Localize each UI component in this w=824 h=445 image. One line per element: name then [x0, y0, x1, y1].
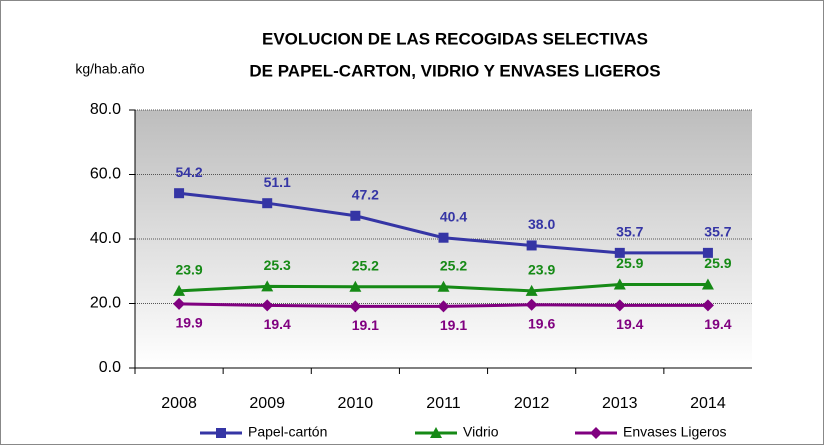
data-label: 23.9	[175, 262, 202, 278]
data-label: 19.1	[352, 317, 379, 333]
legend-label: Papel-cartón	[248, 424, 327, 440]
data-point	[350, 210, 361, 221]
data-label: 51.1	[264, 174, 291, 190]
x-tick-label: 2014	[690, 395, 726, 412]
data-label: 23.9	[528, 262, 555, 278]
y-axis-label: kg/hab.año	[75, 61, 144, 77]
data-label: 54.2	[175, 164, 202, 180]
data-point	[613, 299, 626, 312]
data-point	[525, 298, 538, 311]
data-label: 19.4	[616, 316, 643, 332]
legend-marker	[216, 428, 226, 438]
data-label: 47.2	[352, 186, 379, 202]
data-point	[349, 300, 362, 313]
data-label: 38.0	[528, 216, 555, 232]
data-label: 35.7	[704, 224, 731, 240]
data-label: 25.3	[264, 257, 291, 273]
x-tick-label: 2011	[426, 395, 461, 412]
data-label: 19.9	[175, 315, 202, 331]
data-point	[173, 284, 186, 296]
y-tick-label: 40.0	[90, 230, 121, 247]
x-tick-label: 2009	[249, 395, 285, 412]
data-label: 19.1	[440, 317, 467, 333]
data-point	[173, 297, 186, 310]
data-label: 25.2	[352, 257, 379, 273]
legend-label: Envases Ligeros	[623, 424, 727, 440]
data-point	[613, 278, 626, 290]
legend-label: Vidrio	[463, 424, 499, 440]
data-point	[262, 198, 273, 209]
data-point	[174, 188, 185, 199]
y-tick-label: 60.0	[90, 166, 121, 183]
data-point	[526, 240, 537, 251]
data-point	[614, 247, 625, 258]
x-tick-label: 2010	[338, 395, 374, 412]
data-point	[261, 299, 274, 312]
data-label: 40.4	[440, 208, 467, 224]
data-point	[437, 280, 450, 292]
y-tick-label: 20.0	[90, 295, 121, 312]
chart-title: EVOLUCION DE LAS RECOGIDAS SELECTIVAS	[262, 29, 648, 48]
legend-marker	[430, 427, 442, 438]
y-tick-label: 80.0	[90, 101, 121, 118]
legend-marker	[590, 427, 602, 439]
data-label: 25.9	[616, 255, 643, 271]
data-point	[437, 300, 450, 313]
data-label: 35.7	[616, 224, 643, 240]
data-label: 25.2	[440, 257, 467, 273]
data-point	[525, 284, 538, 296]
data-label: 25.9	[704, 255, 731, 271]
data-label: 19.4	[704, 316, 731, 332]
data-point	[702, 247, 713, 258]
data-point	[701, 278, 714, 290]
y-tick-label: 0.0	[99, 359, 121, 376]
data-point	[701, 299, 714, 312]
x-tick-label: 2013	[602, 395, 638, 412]
data-point	[349, 280, 362, 292]
data-point	[261, 280, 274, 292]
chart-title: DE PAPEL-CARTON, VIDRIO Y ENVASES LIGERO…	[249, 61, 660, 80]
x-tick-label: 2008	[161, 395, 197, 412]
x-tick-label: 2012	[514, 395, 550, 412]
data-point	[438, 232, 449, 243]
data-label: 19.4	[264, 316, 291, 332]
data-label: 19.6	[528, 315, 555, 331]
